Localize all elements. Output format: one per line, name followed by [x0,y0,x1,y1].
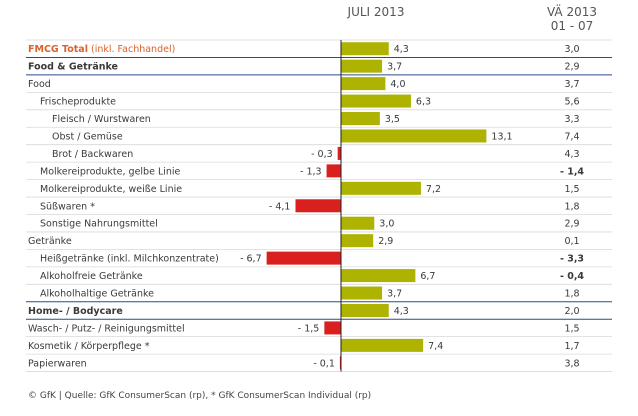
bar-value-label: 3,5 [385,114,400,125]
bar [341,42,389,56]
header-va-period: 01 - 07 [551,19,594,33]
bar [339,356,342,370]
row-label: Brot / Backwaren [52,149,133,160]
row-label: Home- / Bodycare [28,306,123,317]
source-footnote: © GfK | Quelle: GfK ConsumerScan (rp), *… [28,391,371,401]
bar-value-label: 3,7 [387,62,402,73]
row-label: Food & Getränke [28,62,118,73]
row-label: Molkereiprodukte, weiße Linie [40,184,182,195]
bar [324,321,341,335]
bar [326,164,341,178]
row-label: Frischeprodukte [40,97,116,108]
row-label: Süßwaren * [40,201,95,212]
chart-rows: FMCG Total (inkl. Fachhandel) 4,3 3,0 Food … [26,39,612,372]
row-label-main: FMCG Total [28,44,88,55]
bar [341,94,411,108]
bar-value-label: 4,0 [390,79,405,90]
bar-value-label: 6,7 [420,271,435,282]
va-value: 1,5 [564,323,579,334]
bar [341,234,374,248]
bar-value-label: - 6,7 [240,254,262,265]
bar-value-label: - 0,3 [311,149,333,160]
header-juli-2013: JULI 2013 [347,5,405,19]
row-label: Papierwaren [28,358,87,369]
bar [295,199,341,213]
row-label: Wasch- / Putz- / Reinigungsmittel [28,323,185,334]
va-value: 1,8 [564,201,579,212]
bar [341,303,389,317]
va-value: - 1,4 [560,166,584,177]
bar-value-label: - 0,1 [313,358,335,369]
va-value: - 0,4 [560,271,584,282]
row-label: Kosmetik / Körperpflege * [28,341,150,352]
bar-value-label: 4,3 [394,44,409,55]
bar-value-label: 2,9 [378,236,393,247]
va-value: 0,1 [564,236,579,247]
bar [341,338,424,352]
bar [337,146,341,160]
row-label: Getränke [28,236,72,247]
bar-value-label: - 1,5 [298,323,320,334]
bar [341,181,421,195]
bar-value-label: - 4,1 [269,201,291,212]
va-value: 1,5 [564,184,579,195]
row-label: Sonstige Nahrungsmittel [40,219,158,230]
va-value: 4,3 [564,149,579,160]
row-label: Obst / Gemüse [52,131,123,142]
bar [341,286,383,300]
bar-value-label: 13,1 [491,131,512,142]
va-value: 2,0 [564,306,579,317]
va-value: 7,4 [564,131,579,142]
va-value: 3,7 [564,79,579,90]
bar [341,77,386,91]
row-label: FMCG Total (inkl. Fachhandel) [28,44,175,55]
bar-value-label: 3,0 [379,219,394,230]
va-value: 1,7 [564,341,579,352]
va-value: - 3,3 [560,254,584,265]
bar-value-label: 3,7 [387,289,402,300]
bar [341,269,416,283]
bar [341,129,487,143]
row-label: Molkereiprodukte, gelbe Linie [40,166,181,177]
bar-value-label: 7,2 [426,184,441,195]
bar [341,216,375,230]
va-value: 5,6 [564,97,579,108]
va-value: 3,0 [564,44,579,55]
row-label: Fleisch / Wurstwaren [52,114,151,125]
va-value: 1,8 [564,289,579,300]
bar-value-label: 6,3 [416,97,431,108]
bar [341,59,383,73]
va-value: 2,9 [564,62,579,73]
bar-value-label: 7,4 [428,341,443,352]
bar [341,112,380,126]
row-label: Food [28,79,51,90]
va-value: 3,3 [564,114,579,125]
va-value: 2,9 [564,219,579,230]
row-label: Heißgetränke (inkl. Milchkonzentrate) [40,254,219,265]
row-label: Alkoholfreie Getränke [40,271,143,282]
va-value: 3,8 [564,358,579,369]
row-label-suffix: (inkl. Fachhandel) [88,44,175,55]
bar [266,251,341,265]
bar-value-label: 4,3 [394,306,409,317]
header-va-2013: VÄ 2013 [547,4,597,19]
row-label: Alkoholhaltige Getränke [40,289,154,300]
bar-value-label: - 1,3 [300,166,322,177]
